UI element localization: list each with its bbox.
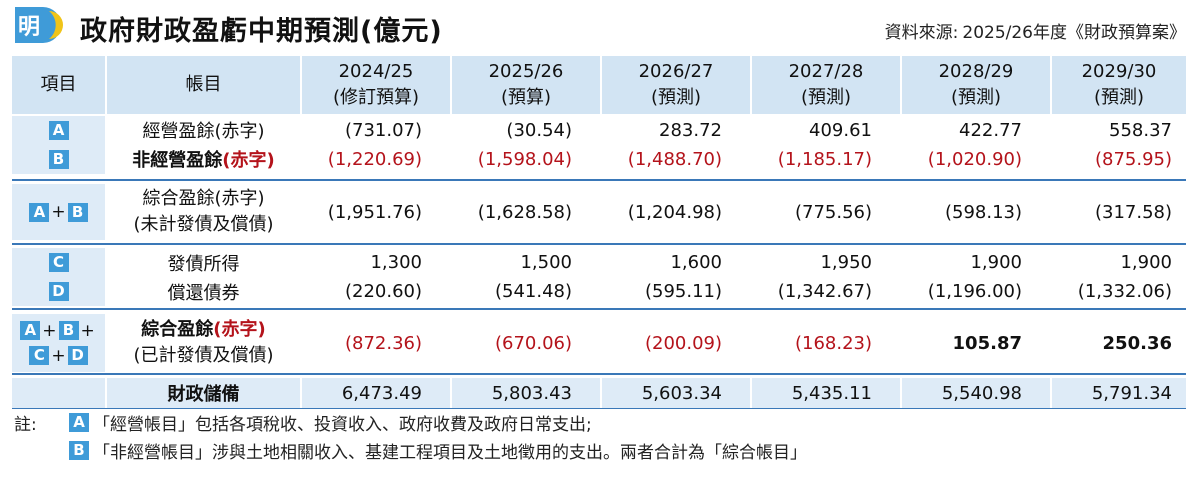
value-cell: (1,332.06) xyxy=(1077,281,1172,302)
row-label-bond-proceeds: 發債所得 xyxy=(167,253,240,275)
value-cell: (541.48) xyxy=(494,281,572,302)
ming-pao-logo-icon: 明 xyxy=(15,7,63,43)
page-title: 政府財政盈虧中期預測(億元) xyxy=(80,16,443,47)
value-cell: (775.56) xyxy=(794,201,872,223)
value-cell: (1,196.00) xyxy=(927,281,1022,302)
note-line-1: 註: A 「經營帳目」包括各項稅收、投資收入、政府收費及政府日常支出; xyxy=(14,408,807,436)
value-cell: (168.23) xyxy=(794,332,872,354)
note-text: 「非經營帳目」涉與土地相關收入、基建工程項目及土地徵用的支出。兩者合計為「綜合帳… xyxy=(93,442,807,463)
value-cell: (1,488.70) xyxy=(627,148,722,170)
value-cell: 422.77 xyxy=(959,119,1022,141)
table-row-non-operating: B 非經營盈餘 (赤字) (1,220.69) (1,598.04) (1,488… xyxy=(12,144,1186,174)
table-row-bond-proceeds: C 發債所得 1,300 1,500 1,600 1,950 1,900 1,9… xyxy=(12,248,1186,277)
value-cell: 105.87 xyxy=(952,332,1022,354)
value-cell: (220.60) xyxy=(344,281,422,302)
value-cell: 5,435.11 xyxy=(752,378,900,408)
header-year-2028: 2028/29 (預測) xyxy=(902,56,1050,114)
header-year-2029: 2029/30 (預測) xyxy=(1052,56,1186,114)
source-value: 2025/26年度《財政預算案》 xyxy=(962,23,1186,43)
value-cell: (317.58) xyxy=(1094,201,1172,223)
value-cell: 1,950 xyxy=(820,252,872,273)
value-cell: 558.37 xyxy=(1109,119,1172,141)
value-cell: 5,803.43 xyxy=(452,378,600,408)
value-cell: (872.36) xyxy=(344,332,422,354)
value-cell: 1,500 xyxy=(520,252,572,273)
value-cell: (595.11) xyxy=(644,281,722,302)
row-badge-b: B xyxy=(12,144,105,174)
value-cell: (731.07) xyxy=(344,119,422,141)
table-row-operating: A 經營盈餘 (赤字) (731.07) (30.54) 283.72 409.6… xyxy=(12,116,1186,144)
value-cell: (1,342.67) xyxy=(777,281,872,302)
table-row-consolidated-pre: A + B 綜合盈餘(赤字) (未計發債及償債) (1,951.76) (1,628.… xyxy=(12,184,1186,240)
value-cell: (1,020.90) xyxy=(927,148,1022,170)
value-cell: (1,220.69) xyxy=(327,148,422,170)
header-year-2026: 2026/27 (預測) xyxy=(602,56,750,114)
row-badge-c: C xyxy=(12,248,105,277)
row-label-consolidated-pre: 綜合盈餘(赤字) (未計發債及償債) xyxy=(133,188,274,235)
row-badge-a-plus-b: A + B xyxy=(12,184,105,240)
badge-c: C xyxy=(48,253,69,272)
value-cell: (1,185.17) xyxy=(777,148,872,170)
divider xyxy=(12,179,1186,181)
footnotes: 註: A 「經營帳目」包括各項稅收、投資收入、政府收費及政府日常支出; B 「非… xyxy=(14,408,807,464)
value-cell: 5,540.98 xyxy=(902,378,1050,408)
table-row-bond-repayment: D 償還債券 (220.60) (541.48) (595.11) (1,342… xyxy=(12,277,1186,306)
value-cell: (1,951.76) xyxy=(327,201,422,223)
value-cell: (200.09) xyxy=(644,332,722,354)
value-cell: 409.61 xyxy=(809,119,872,141)
logo-char: 明 xyxy=(18,15,40,40)
header-item: 項目 xyxy=(12,56,105,114)
divider xyxy=(12,373,1186,375)
divider xyxy=(12,308,1186,310)
source-line: 資料來源: 2025/26年度《財政預算案》 xyxy=(885,18,1186,43)
value-cell: 1,900 xyxy=(1120,252,1172,273)
value-cell: (875.95) xyxy=(1094,148,1172,170)
source-label: 資料來源: xyxy=(884,23,959,43)
value-cell: (1,598.04) xyxy=(477,148,572,170)
header-year-2025: 2025/26 (預算) xyxy=(452,56,600,114)
value-cell: (30.54) xyxy=(506,119,572,141)
header-account: 帳目 xyxy=(107,56,300,114)
row-badge-a: A xyxy=(12,116,105,144)
row-badge-abcd: A + B + C + D xyxy=(12,314,105,372)
note-text: 「經營帳目」包括各項稅收、投資收入、政府收費及政府日常支出; xyxy=(93,414,592,435)
row-label-consolidated-post: 綜合盈餘(赤字) (已計發債及償債) xyxy=(133,319,274,366)
value-cell: (598.13) xyxy=(944,201,1022,223)
divider xyxy=(12,408,1186,409)
value-cell: 250.36 xyxy=(1102,332,1172,354)
value-cell: (670.06) xyxy=(494,332,572,354)
value-cell: 1,300 xyxy=(370,252,422,273)
badge-d: D xyxy=(48,282,69,301)
row-label-non-operating: 非經營盈餘 (赤字) xyxy=(132,150,275,171)
table-row-consolidated-post: A + B + C + D 綜合盈餘(赤字) (已計發債及償債) (872.36) (670… xyxy=(12,314,1186,372)
value-cell: 1,600 xyxy=(670,252,722,273)
row-label-reserves: 財政儲備 xyxy=(107,378,300,408)
value-cell: 283.72 xyxy=(659,119,722,141)
value-cell: 1,900 xyxy=(970,252,1022,273)
badge-a: A xyxy=(48,120,69,140)
badge-b: B xyxy=(48,149,69,169)
divider xyxy=(12,243,1186,245)
value-cell: (1,204.98) xyxy=(627,201,722,223)
table-header-row: 項目 帳目 2024/25 (修訂預算) 2025/26 (預算) 2026/27(… xyxy=(12,56,1186,114)
table-row-reserves: 財政儲備 6,473.49 5,803.43 5,603.34 5,435.11… xyxy=(12,378,1186,408)
row-badge-d: D xyxy=(12,277,105,306)
row-label-bond-repayment: 償還債券 xyxy=(167,282,240,304)
value-cell: (1,628.58) xyxy=(477,201,572,223)
header-year-2027: 2027/28 (預測) xyxy=(752,56,900,114)
value-cell: 5,603.34 xyxy=(602,378,750,408)
header-year-2024: 2024/25 (修訂預算) xyxy=(302,56,450,114)
note-prefix: 註: xyxy=(14,414,37,435)
value-cell: 5,791.34 xyxy=(1052,378,1186,408)
row-label-operating: 經營盈餘 (赤字) xyxy=(142,121,265,142)
note-line-2: B 「非經營帳目」涉與土地相關收入、基建工程項目及土地徵用的支出。兩者合計為「綜… xyxy=(14,436,807,464)
row-badge-empty xyxy=(12,378,105,408)
value-cell: 6,473.49 xyxy=(302,378,450,408)
